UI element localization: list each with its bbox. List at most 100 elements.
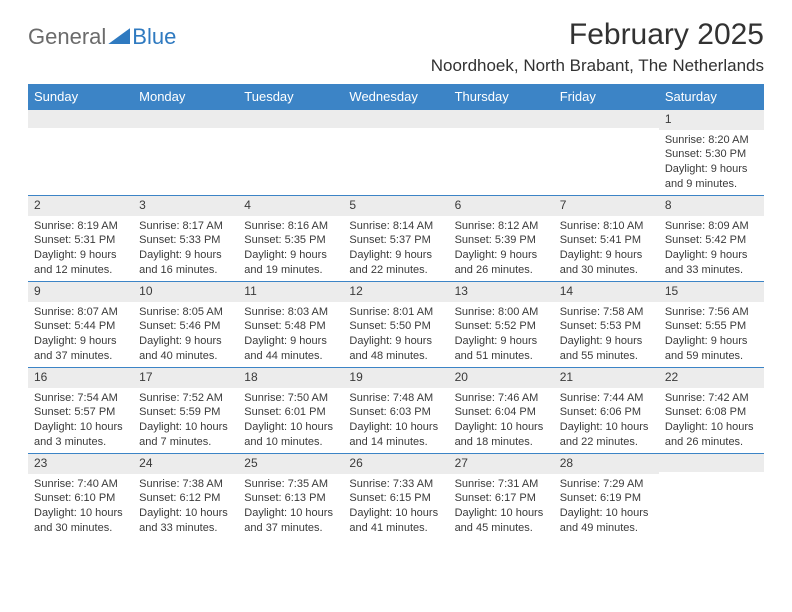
day-detail-line: and 33 minutes.: [665, 263, 758, 278]
day-detail-line: Sunrise: 7:42 AM: [665, 391, 758, 406]
calendar-cell: 12Sunrise: 8:01 AMSunset: 5:50 PMDayligh…: [343, 282, 448, 368]
day-details: Sunrise: 8:20 AMSunset: 5:30 PMDaylight:…: [659, 130, 764, 194]
day-details: Sunrise: 7:33 AMSunset: 6:15 PMDaylight:…: [343, 474, 448, 538]
day-detail-line: Sunrise: 7:50 AM: [244, 391, 337, 406]
calendar-cell: [554, 110, 659, 196]
day-detail-line: Sunset: 6:03 PM: [349, 405, 442, 420]
calendar-cell: 24Sunrise: 7:38 AMSunset: 6:12 PMDayligh…: [133, 454, 238, 540]
day-detail-line: and 37 minutes.: [34, 349, 127, 364]
calendar-cell: 26Sunrise: 7:33 AMSunset: 6:15 PMDayligh…: [343, 454, 448, 540]
day-detail-line: and 37 minutes.: [244, 521, 337, 536]
col-tuesday: Tuesday: [238, 84, 343, 110]
day-number: [659, 454, 764, 472]
day-details: Sunrise: 8:09 AMSunset: 5:42 PMDaylight:…: [659, 216, 764, 280]
day-detail-line: Sunset: 5:42 PM: [665, 233, 758, 248]
day-detail-line: Daylight: 10 hours: [139, 420, 232, 435]
day-detail-line: Daylight: 10 hours: [34, 506, 127, 521]
day-number: 5: [343, 196, 448, 216]
month-title: February 2025: [431, 18, 764, 52]
day-detail-line: Sunset: 5:50 PM: [349, 319, 442, 334]
col-wednesday: Wednesday: [343, 84, 448, 110]
day-detail-line: and 12 minutes.: [34, 263, 127, 278]
day-number: 14: [554, 282, 659, 302]
day-number: 7: [554, 196, 659, 216]
day-detail-line: Sunrise: 7:58 AM: [560, 305, 653, 320]
day-number: [238, 110, 343, 128]
day-number: 12: [343, 282, 448, 302]
day-number: 10: [133, 282, 238, 302]
calendar-cell: 15Sunrise: 7:56 AMSunset: 5:55 PMDayligh…: [659, 282, 764, 368]
day-details: Sunrise: 7:46 AMSunset: 6:04 PMDaylight:…: [449, 388, 554, 452]
day-detail-line: Daylight: 10 hours: [34, 420, 127, 435]
col-sunday: Sunday: [28, 84, 133, 110]
logo-text-blue: Blue: [132, 24, 176, 50]
calendar-cell: [133, 110, 238, 196]
calendar-cell: 22Sunrise: 7:42 AMSunset: 6:08 PMDayligh…: [659, 368, 764, 454]
day-detail-line: and 51 minutes.: [455, 349, 548, 364]
day-details: Sunrise: 7:50 AMSunset: 6:01 PMDaylight:…: [238, 388, 343, 452]
day-detail-line: Sunrise: 7:44 AM: [560, 391, 653, 406]
day-number: [554, 110, 659, 128]
day-detail-line: Sunset: 5:39 PM: [455, 233, 548, 248]
day-detail-line: Daylight: 9 hours: [560, 334, 653, 349]
day-detail-line: Daylight: 10 hours: [560, 506, 653, 521]
day-details: Sunrise: 8:07 AMSunset: 5:44 PMDaylight:…: [28, 302, 133, 366]
day-detail-line: and 44 minutes.: [244, 349, 337, 364]
day-number: 22: [659, 368, 764, 388]
day-detail-line: Sunset: 6:17 PM: [455, 491, 548, 506]
day-detail-line: Daylight: 9 hours: [244, 334, 337, 349]
col-saturday: Saturday: [659, 84, 764, 110]
day-detail-line: Sunrise: 8:05 AM: [139, 305, 232, 320]
day-number: 19: [343, 368, 448, 388]
day-detail-line: and 26 minutes.: [665, 435, 758, 450]
day-details: Sunrise: 8:01 AMSunset: 5:50 PMDaylight:…: [343, 302, 448, 366]
day-detail-line: Daylight: 10 hours: [665, 420, 758, 435]
day-detail-line: Sunset: 6:01 PM: [244, 405, 337, 420]
day-number: [133, 110, 238, 128]
day-detail-line: Daylight: 10 hours: [349, 420, 442, 435]
day-details: Sunrise: 7:48 AMSunset: 6:03 PMDaylight:…: [343, 388, 448, 452]
day-number: 25: [238, 454, 343, 474]
calendar-cell: 8Sunrise: 8:09 AMSunset: 5:42 PMDaylight…: [659, 196, 764, 282]
calendar-cell: 25Sunrise: 7:35 AMSunset: 6:13 PMDayligh…: [238, 454, 343, 540]
day-detail-line: Sunrise: 7:40 AM: [34, 477, 127, 492]
day-detail-line: and 14 minutes.: [349, 435, 442, 450]
day-detail-line: Sunrise: 8:03 AM: [244, 305, 337, 320]
day-detail-line: Sunset: 6:10 PM: [34, 491, 127, 506]
day-number: 9: [28, 282, 133, 302]
calendar-cell: 28Sunrise: 7:29 AMSunset: 6:19 PMDayligh…: [554, 454, 659, 540]
day-detail-line: and 45 minutes.: [455, 521, 548, 536]
day-detail-line: and 18 minutes.: [455, 435, 548, 450]
calendar-cell: [238, 110, 343, 196]
day-detail-line: Daylight: 9 hours: [665, 334, 758, 349]
calendar-week-row: 2Sunrise: 8:19 AMSunset: 5:31 PMDaylight…: [28, 196, 764, 282]
day-detail-line: Sunset: 6:06 PM: [560, 405, 653, 420]
day-number: 21: [554, 368, 659, 388]
calendar-cell: 1Sunrise: 8:20 AMSunset: 5:30 PMDaylight…: [659, 110, 764, 196]
day-detail-line: Sunrise: 7:48 AM: [349, 391, 442, 406]
day-details: Sunrise: 7:40 AMSunset: 6:10 PMDaylight:…: [28, 474, 133, 538]
calendar-cell: 18Sunrise: 7:50 AMSunset: 6:01 PMDayligh…: [238, 368, 343, 454]
day-detail-line: Sunrise: 7:35 AM: [244, 477, 337, 492]
day-detail-line: Sunrise: 7:29 AM: [560, 477, 653, 492]
day-detail-line: and 41 minutes.: [349, 521, 442, 536]
day-detail-line: Sunset: 5:44 PM: [34, 319, 127, 334]
calendar-cell: 14Sunrise: 7:58 AMSunset: 5:53 PMDayligh…: [554, 282, 659, 368]
day-detail-line: and 30 minutes.: [34, 521, 127, 536]
day-detail-line: Sunset: 5:48 PM: [244, 319, 337, 334]
calendar-cell: 6Sunrise: 8:12 AMSunset: 5:39 PMDaylight…: [449, 196, 554, 282]
calendar-cell: 4Sunrise: 8:16 AMSunset: 5:35 PMDaylight…: [238, 196, 343, 282]
calendar-cell: 23Sunrise: 7:40 AMSunset: 6:10 PMDayligh…: [28, 454, 133, 540]
day-detail-line: Daylight: 9 hours: [349, 248, 442, 263]
day-details: Sunrise: 7:31 AMSunset: 6:17 PMDaylight:…: [449, 474, 554, 538]
day-detail-line: Daylight: 9 hours: [665, 162, 758, 177]
day-detail-line: and 22 minutes.: [349, 263, 442, 278]
day-detail-line: Daylight: 9 hours: [139, 248, 232, 263]
day-detail-line: Sunset: 5:46 PM: [139, 319, 232, 334]
day-details: Sunrise: 8:03 AMSunset: 5:48 PMDaylight:…: [238, 302, 343, 366]
day-detail-line: Sunset: 5:33 PM: [139, 233, 232, 248]
day-detail-line: and 7 minutes.: [139, 435, 232, 450]
day-number: 20: [449, 368, 554, 388]
calendar-cell: 3Sunrise: 8:17 AMSunset: 5:33 PMDaylight…: [133, 196, 238, 282]
day-details: Sunrise: 7:38 AMSunset: 6:12 PMDaylight:…: [133, 474, 238, 538]
